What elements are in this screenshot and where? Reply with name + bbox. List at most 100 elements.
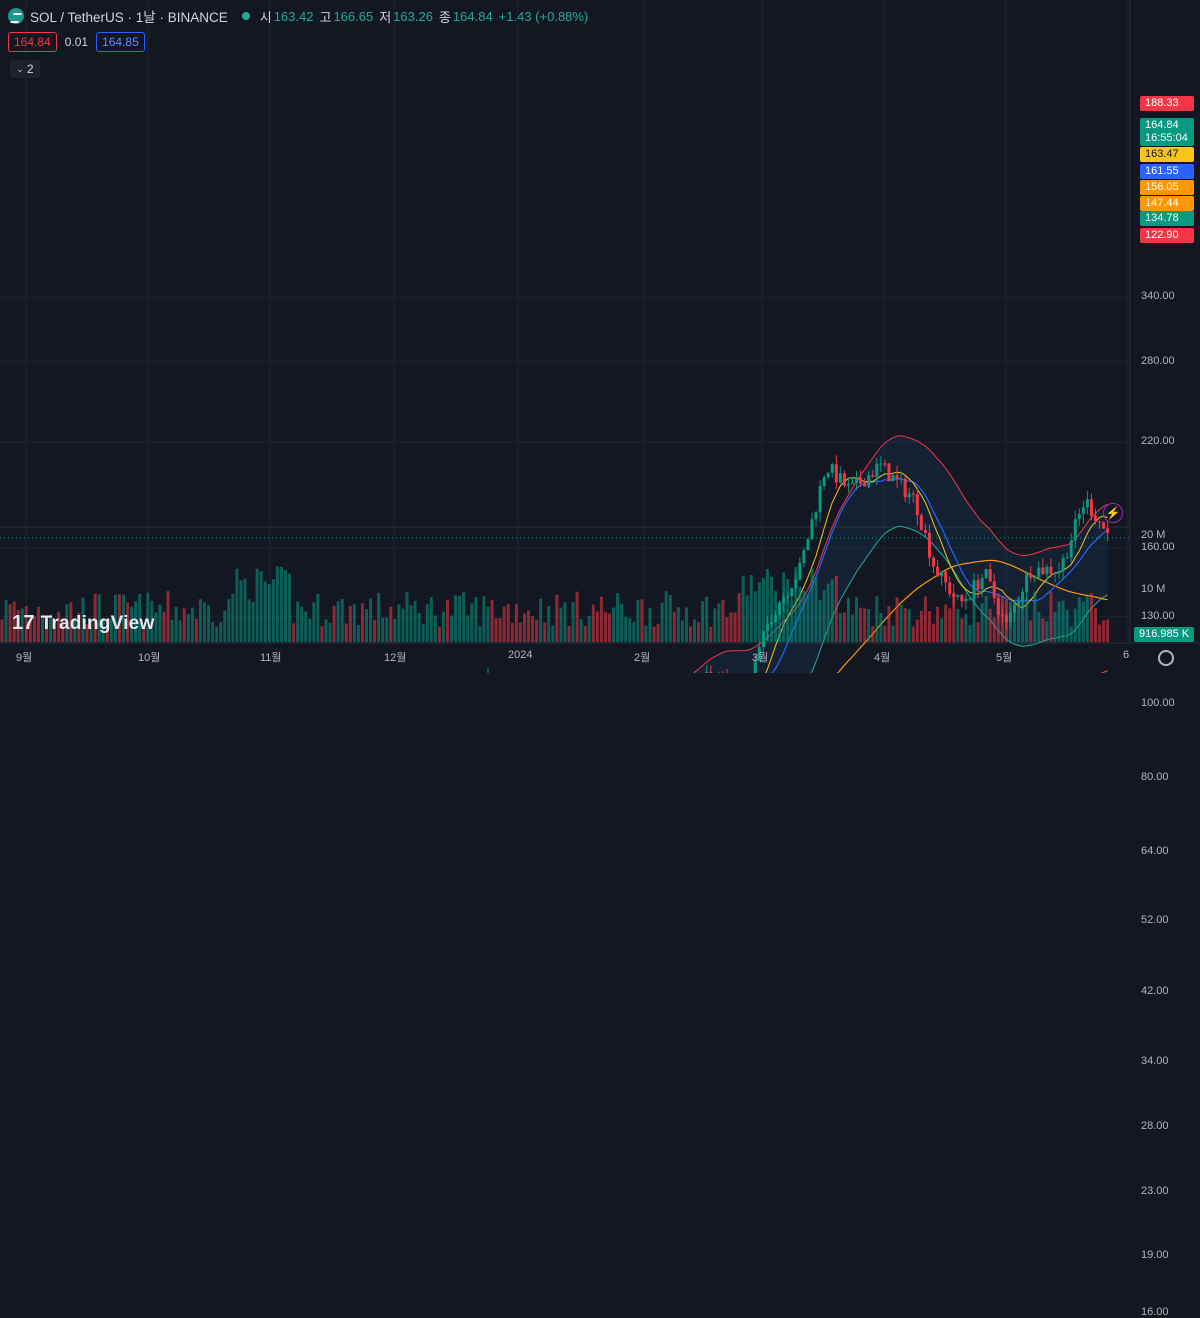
volume-bar — [146, 592, 150, 642]
volume-bar — [786, 579, 790, 642]
candle-body — [855, 477, 859, 483]
indicators-toggle-button[interactable]: ⌄ 2 — [10, 60, 40, 78]
volume-bar — [782, 572, 786, 642]
volume-bar — [575, 591, 579, 642]
sell-button[interactable]: 164.84 — [8, 32, 57, 52]
volume-bar — [259, 571, 263, 642]
volume-bar — [198, 599, 202, 642]
volume-bar — [927, 611, 931, 642]
volume-bar — [470, 603, 474, 642]
volume-bar — [336, 601, 340, 642]
volume-bar — [393, 618, 397, 642]
ema-line — [771, 478, 1108, 673]
volume-bar — [628, 618, 632, 642]
volume-bar — [134, 601, 138, 642]
volume-bar — [16, 610, 20, 642]
volume-bar — [948, 608, 952, 642]
buy-button[interactable]: 164.85 — [96, 32, 145, 52]
indicators-count: 2 — [26, 62, 34, 76]
volume-bar — [255, 568, 259, 642]
volume-bar — [510, 622, 514, 642]
volume-bar — [891, 625, 895, 642]
candle-body — [948, 582, 952, 594]
volume-bar — [527, 610, 530, 642]
volume-bar — [952, 592, 956, 642]
solana-logo-icon — [8, 8, 24, 24]
candle-body — [968, 598, 972, 600]
volume-bar — [936, 606, 940, 642]
volume-bar — [89, 621, 93, 642]
volume-bar — [992, 617, 996, 642]
candle-body — [1041, 567, 1045, 575]
volume-bar — [251, 601, 255, 642]
volume-bar — [454, 595, 458, 642]
volume-bar — [1008, 601, 1012, 642]
price-tag: 164.84 16:55:04 — [1140, 118, 1194, 146]
candle-body — [992, 581, 996, 599]
volume-bar — [344, 623, 348, 642]
volume-bar — [494, 618, 498, 642]
settings-gear-icon[interactable] — [1158, 650, 1174, 666]
volume-bar — [539, 598, 543, 642]
lightning-icon[interactable]: ⚡ — [1103, 503, 1123, 523]
volume-bar — [166, 591, 170, 642]
volume-bar — [624, 616, 628, 642]
volume-bar — [328, 622, 332, 642]
volume-bar — [555, 594, 559, 642]
price-tag: 156.05 — [1140, 180, 1194, 195]
candle-body — [851, 482, 854, 485]
ema-short-line — [765, 471, 1108, 673]
candle-body — [810, 519, 814, 540]
candle-body — [753, 661, 757, 673]
volume-bar — [397, 604, 401, 642]
volume-bar — [1049, 591, 1053, 642]
volume-bar — [446, 599, 449, 642]
volume-bar — [887, 606, 891, 642]
volume-bar — [956, 608, 960, 642]
volume-bar — [587, 615, 591, 642]
volume-bar — [32, 616, 36, 642]
volume-bar — [450, 615, 454, 642]
volume-bar — [142, 625, 146, 642]
volume-bar — [932, 623, 935, 642]
ema-mid-line — [837, 559, 1108, 673]
price-tick-label: 34.00 — [1141, 1055, 1169, 1068]
candle-body — [887, 463, 891, 482]
candle-body — [806, 539, 810, 551]
volume-bar — [490, 599, 494, 642]
volume-bar — [275, 566, 279, 642]
volume-bar — [806, 594, 810, 642]
volume-bar — [1077, 597, 1081, 642]
tradingview-logo[interactable]: 17 TradingView — [12, 612, 154, 635]
volume-bar — [109, 618, 113, 642]
volume-bar — [458, 595, 462, 642]
volume-last-tag: 916.985 K — [1134, 627, 1194, 642]
volume-tick-label: 20 M — [1141, 529, 1166, 541]
volume-bar — [45, 620, 49, 642]
volume-bar — [478, 626, 482, 642]
volume-bar — [713, 608, 717, 642]
volume-bar — [284, 570, 287, 642]
price-tick-label: 16.00 — [1141, 1305, 1169, 1318]
candle-body — [1061, 557, 1065, 572]
symbol-title[interactable]: SOL / TetherUS · 1날 · BINANCE — [30, 10, 228, 25]
price-chart[interactable] — [0, 0, 1200, 673]
volume-bar — [737, 593, 741, 642]
candle-body — [984, 569, 988, 579]
open-label: 시 — [259, 9, 272, 25]
price-tick-label: 220.00 — [1141, 434, 1175, 447]
volume-bar — [194, 618, 198, 642]
volume-bar — [729, 612, 733, 642]
trade-panel: 164.84 0.01 164.85 — [8, 32, 145, 52]
volume-bar — [522, 613, 526, 642]
volume-bar — [154, 612, 158, 642]
volume-bar — [486, 606, 490, 642]
volume-bar — [223, 610, 227, 642]
candle-body — [1045, 566, 1049, 575]
volume-bar — [960, 618, 964, 642]
candle-body — [830, 464, 834, 473]
volume-bar — [0, 619, 4, 642]
volume-bar — [381, 617, 385, 642]
volume-bar — [867, 609, 871, 642]
candle-body — [936, 566, 940, 577]
